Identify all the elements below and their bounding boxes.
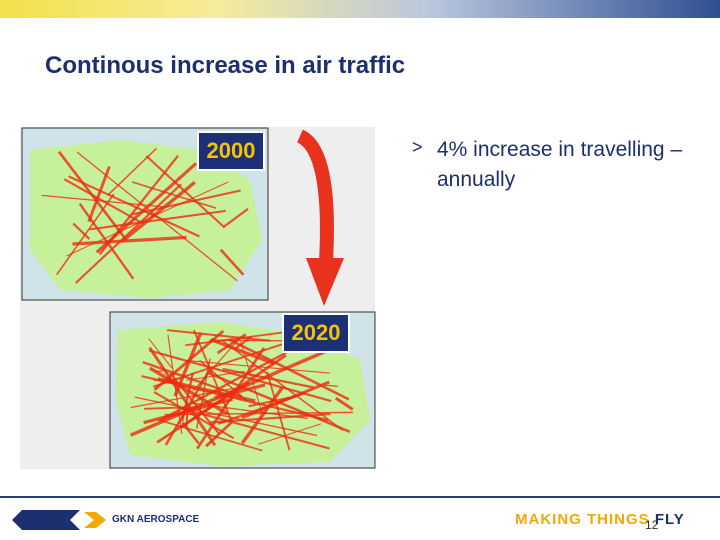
flight-route — [210, 412, 331, 424]
bullet-marker: > — [412, 137, 423, 157]
flight-route — [132, 181, 217, 209]
flight-route — [185, 359, 330, 374]
flight-route — [142, 361, 243, 398]
flight-route — [185, 330, 290, 347]
flight-route — [210, 338, 275, 365]
tagline-orange: MAKING THINGS — [515, 511, 650, 528]
flight-route — [334, 396, 354, 411]
flight-route — [57, 150, 128, 242]
flight-route — [181, 407, 330, 450]
slide-title: Continous increase in air traffic — [45, 52, 406, 79]
map-land — [30, 140, 262, 298]
year-box — [282, 313, 350, 353]
arrow-head — [306, 258, 344, 306]
flight-route — [148, 366, 229, 416]
flight-route — [131, 189, 241, 216]
flight-route — [219, 248, 245, 276]
flight-route — [222, 208, 249, 229]
flight-route — [266, 371, 291, 451]
bullet-text: 4% increase in travelling – annually — [437, 138, 683, 191]
page-number: 12 — [645, 518, 659, 532]
top-banner — [0, 0, 720, 18]
flight-route — [56, 193, 115, 276]
flight-route — [68, 175, 200, 238]
tagline: MAKING THINGS FLY — [515, 511, 685, 528]
flight-route — [89, 209, 226, 231]
flight-route — [148, 346, 217, 447]
flight-route — [107, 147, 157, 196]
flight-route — [205, 421, 233, 448]
flight-route — [164, 411, 353, 416]
logo-shape — [12, 510, 80, 530]
flight-route — [324, 384, 339, 387]
flight-route — [208, 372, 351, 433]
logo-chevron — [84, 512, 106, 528]
flight-route — [134, 396, 318, 437]
year-box — [197, 131, 265, 171]
flight-route — [240, 341, 263, 413]
flight-route — [121, 181, 196, 243]
flight-route — [240, 386, 284, 445]
flight-route — [258, 423, 322, 445]
footer-line — [0, 496, 720, 498]
flight-route — [179, 354, 287, 429]
flight-route — [148, 349, 332, 403]
flight-route — [144, 405, 200, 410]
tagline-dark: FLY — [654, 511, 685, 528]
flight-route — [199, 359, 248, 402]
flight-route — [95, 162, 198, 254]
logo-text: GKN AEROSPACE — [112, 514, 200, 525]
flight-route — [72, 235, 187, 246]
flight-route — [87, 165, 111, 223]
year-label: 2020 — [292, 320, 341, 345]
flight-route — [196, 347, 266, 450]
arrow-shaft — [296, 129, 334, 263]
year-label: 2000 — [207, 138, 256, 163]
flight-route — [222, 367, 315, 389]
flight-route — [153, 391, 235, 440]
flight-route — [152, 337, 301, 388]
flight-route — [72, 222, 91, 240]
flight-route — [233, 335, 253, 351]
flight-route — [41, 194, 164, 208]
logo-mark — [12, 510, 106, 530]
flight-route — [75, 183, 182, 284]
flight-route — [193, 329, 233, 421]
